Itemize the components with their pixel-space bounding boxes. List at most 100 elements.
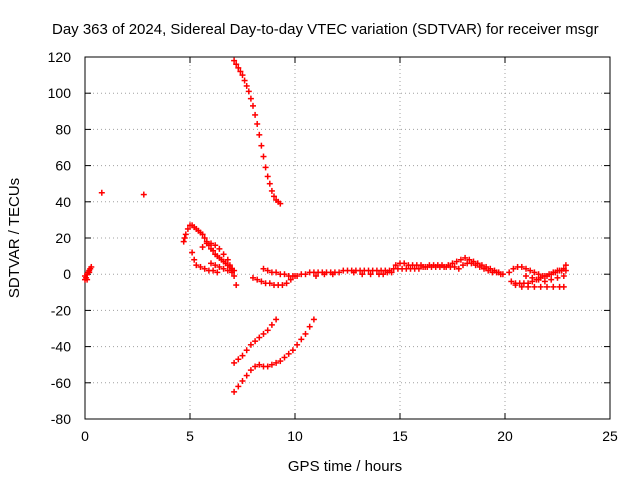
data-point	[273, 316, 280, 323]
data-point	[277, 358, 284, 365]
data-point	[233, 61, 240, 68]
data-point	[523, 265, 529, 272]
data-point	[462, 254, 469, 261]
data-point	[258, 142, 265, 149]
data-point	[241, 77, 248, 84]
data-point	[506, 269, 513, 276]
axes	[84, 56, 611, 420]
data-point	[285, 350, 292, 357]
data-point	[541, 278, 548, 285]
y-tick-label: -20	[51, 302, 71, 318]
data-point	[254, 120, 261, 127]
data-point	[294, 273, 301, 280]
data-point	[82, 273, 88, 280]
data-point	[277, 200, 284, 207]
data-point	[560, 283, 567, 290]
data-point	[182, 231, 189, 238]
data-point	[84, 276, 91, 283]
y-tick-label: -40	[51, 339, 71, 355]
data-point	[281, 271, 288, 278]
y-tick-label: 40	[55, 194, 71, 210]
data-point	[231, 388, 238, 395]
data-point	[283, 280, 290, 287]
data-point	[485, 267, 492, 274]
data-point	[466, 256, 473, 263]
data-point	[268, 321, 275, 328]
data-point	[548, 276, 555, 283]
data-point	[262, 164, 269, 171]
data-point	[264, 173, 271, 180]
x-axis-label: GPS time / hours	[288, 458, 402, 475]
data-point	[289, 347, 296, 354]
data-point	[279, 282, 286, 289]
data-point	[220, 251, 227, 258]
data-point	[214, 269, 221, 276]
data-point	[199, 231, 206, 238]
x-tick-label: 10	[287, 428, 303, 444]
data-point	[497, 271, 504, 278]
data-point	[266, 280, 273, 287]
data-point	[98, 189, 105, 196]
data-point	[531, 283, 538, 290]
data-point	[468, 260, 475, 267]
data-point	[184, 225, 191, 232]
data-point	[235, 64, 242, 71]
data-point	[380, 271, 387, 278]
data-point	[359, 271, 366, 278]
data-point	[197, 263, 204, 270]
data-point	[350, 269, 357, 276]
data-point	[252, 338, 259, 345]
data-point	[523, 273, 529, 280]
data-point	[550, 269, 557, 276]
data-point	[472, 262, 479, 269]
data-point	[258, 278, 265, 285]
data-point	[212, 242, 219, 249]
data-point	[250, 274, 256, 281]
data-point	[243, 372, 250, 379]
data-point	[239, 377, 246, 384]
data-points	[82, 57, 569, 395]
data-point	[264, 267, 271, 274]
data-point	[199, 244, 206, 251]
data-point	[231, 359, 238, 366]
data-point	[525, 283, 532, 290]
chart-title: Day 363 of 2024, Sidereal Day-to-day VTE…	[52, 21, 599, 38]
data-point	[535, 276, 542, 283]
data-point	[266, 180, 273, 187]
data-point	[216, 245, 223, 252]
data-point	[224, 256, 231, 263]
data-point	[367, 271, 374, 278]
data-point	[401, 260, 408, 267]
data-point	[226, 262, 233, 269]
data-point	[562, 267, 569, 274]
data-point	[140, 191, 147, 198]
data-point	[481, 265, 487, 272]
data-point	[210, 247, 217, 254]
data-point	[260, 330, 267, 337]
y-tick-label: 60	[55, 158, 71, 174]
grid	[85, 57, 610, 419]
data-point	[451, 263, 458, 270]
y-tick-label: -60	[51, 375, 71, 391]
data-point	[193, 262, 200, 269]
x-tick-label: 5	[186, 428, 194, 444]
x-tick-label: 0	[81, 428, 89, 444]
data-point	[252, 363, 259, 370]
data-point	[245, 88, 252, 95]
data-point	[86, 269, 93, 276]
data-point	[415, 265, 422, 272]
y-tick-label: 0	[63, 266, 71, 282]
data-point	[541, 273, 548, 280]
data-point	[273, 269, 280, 276]
data-point	[527, 267, 534, 274]
data-point	[281, 354, 288, 361]
data-point	[313, 273, 319, 280]
data-point	[264, 363, 271, 370]
data-point	[493, 269, 500, 276]
data-point	[256, 361, 263, 368]
data-point	[220, 265, 227, 272]
data-point	[189, 249, 196, 256]
data-point	[508, 278, 515, 285]
data-point	[518, 283, 525, 290]
